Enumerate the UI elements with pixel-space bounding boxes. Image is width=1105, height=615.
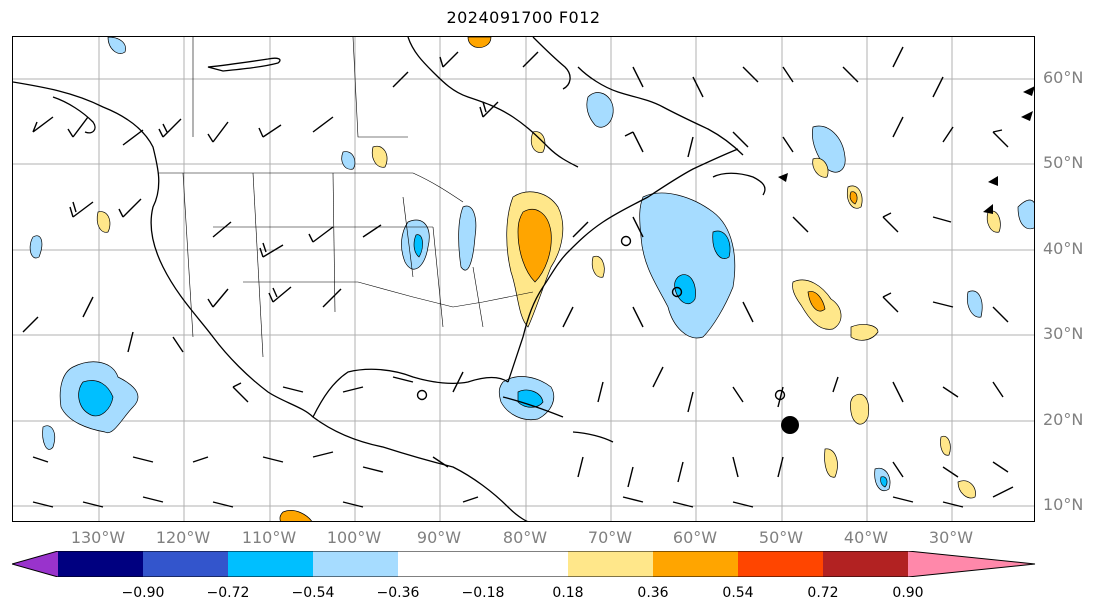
colorbar-segment-5 — [398, 551, 568, 577]
colorbar-tick: 0.18 — [552, 585, 584, 601]
wind-barbs — [22, 46, 1014, 508]
lon-label-50w: 50°W — [758, 528, 804, 547]
colorbar-segment-3 — [228, 551, 313, 577]
lon-label-110w: 110°W — [241, 528, 297, 547]
map-panel — [12, 36, 1035, 522]
colorbar-tick: −0.36 — [376, 585, 420, 601]
colorbar-outline — [12, 551, 1036, 577]
lon-label-30w: 30°W — [928, 528, 974, 547]
colorbar-tick: −0.72 — [206, 585, 250, 601]
colorbar-tick: 0.54 — [722, 585, 754, 601]
map-title: 2024091700 F012 — [446, 8, 601, 27]
wind-barb-flags — [778, 86, 1034, 214]
coastlines — [13, 37, 766, 521]
lon-label-130w: 130°W — [70, 528, 126, 547]
lat-label-20n: 20°N — [1043, 410, 1084, 429]
colorbar-segment-9 — [823, 551, 908, 577]
colorbar-segment-4 — [313, 551, 398, 577]
colorbar-segment-7 — [653, 551, 738, 577]
political-borders — [158, 37, 534, 358]
storm-marker — [781, 416, 799, 434]
lon-label-80w: 80°W — [502, 528, 548, 547]
lat-label-10n: 10°N — [1043, 495, 1084, 514]
colorbar-segment-2 — [143, 551, 228, 577]
lat-label-30n: 30°N — [1043, 324, 1084, 343]
colorbar-tick: 0.36 — [637, 585, 669, 601]
colorbar-tick: −0.18 — [461, 585, 505, 601]
lon-label-90w: 90°W — [416, 528, 462, 547]
calm-circles — [416, 235, 786, 401]
lat-label-50n: 50°N — [1043, 153, 1084, 172]
lon-label-60w: 60°W — [672, 528, 718, 547]
lon-label-40w: 40°W — [843, 528, 889, 547]
colorbar — [12, 551, 1036, 577]
lat-label-40n: 40°N — [1043, 239, 1084, 258]
lon-label-100w: 100°W — [326, 528, 382, 547]
lat-label-60n: 60°N — [1043, 68, 1084, 87]
colorbar-segment-1 — [58, 551, 143, 577]
colorbar-segment-0 — [12, 551, 58, 577]
colorbar-segment-10 — [908, 551, 1035, 577]
map-canvas — [13, 37, 1034, 521]
colorbar-segment-8 — [738, 551, 823, 577]
lon-label-120w: 120°W — [155, 528, 211, 547]
field-contours — [29, 37, 1034, 521]
colorbar-tick: 0.90 — [892, 585, 924, 601]
colorbar-tick: −0.54 — [291, 585, 335, 601]
lon-label-70w: 70°W — [587, 528, 633, 547]
colorbar-tick: 0.72 — [807, 585, 839, 601]
colorbar-tick: −0.90 — [121, 585, 165, 601]
colorbar-segment-6 — [568, 551, 653, 577]
